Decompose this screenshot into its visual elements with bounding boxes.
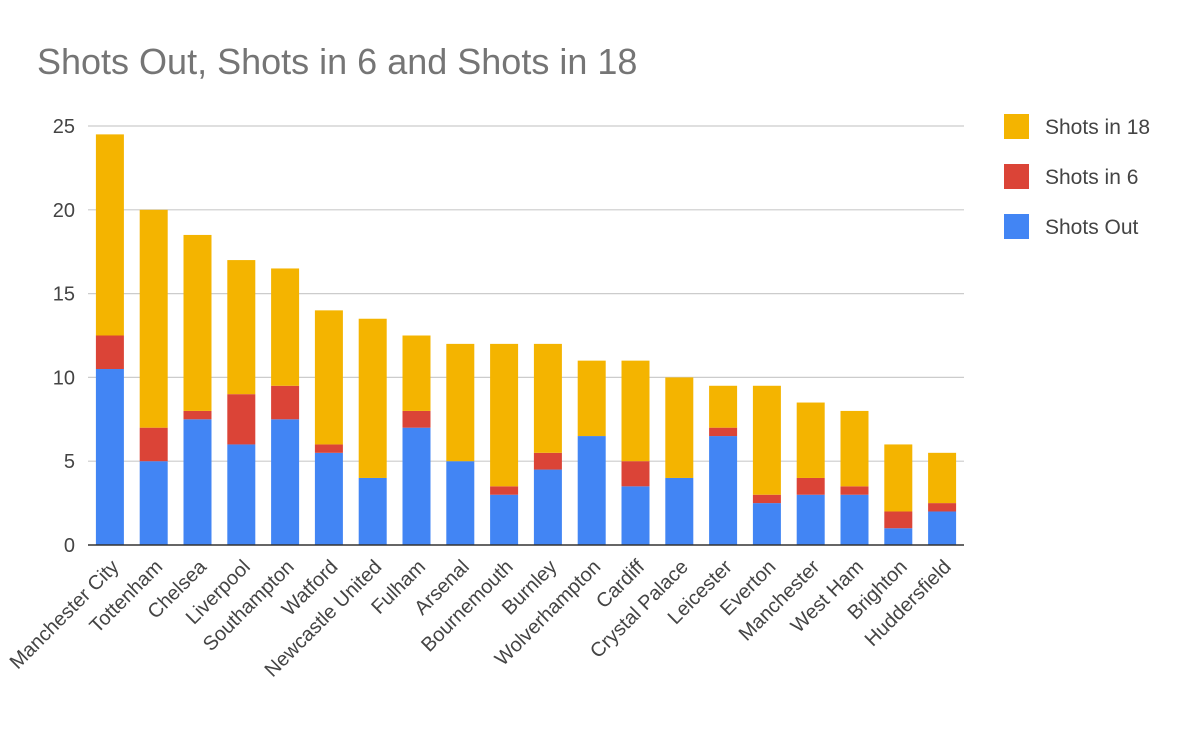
bar-segment [796, 477, 825, 495]
y-tick-label: 0 [64, 535, 75, 557]
y-tick-label: 5 [64, 451, 75, 473]
y-tick-label: 15 [53, 284, 75, 306]
bar-segment [314, 452, 343, 545]
bar-segment [752, 385, 781, 495]
bar-segment [139, 461, 168, 545]
bar-segment [665, 377, 694, 478]
bar-segment [271, 419, 300, 545]
bar-segment [709, 427, 738, 437]
bar-segment [665, 477, 694, 545]
bar-segment [314, 310, 343, 445]
bar-segment [928, 511, 957, 545]
legend-swatch [1004, 164, 1029, 189]
bar-segment [358, 477, 387, 545]
bar-segment [709, 436, 738, 545]
bar-segment [446, 461, 475, 545]
bar-segment [490, 494, 519, 545]
bar-segment [796, 494, 825, 545]
bar-segment [183, 234, 212, 411]
bar-segment [577, 360, 606, 437]
bar-segment [621, 360, 650, 462]
bar-segment [227, 260, 256, 395]
bar-segment [183, 410, 212, 420]
bar-segment [490, 486, 519, 495]
bar-segment [533, 452, 562, 470]
bar-segment [227, 394, 256, 445]
bar-segment [840, 486, 869, 495]
y-tick-label: 20 [53, 200, 75, 222]
bar-segment [840, 410, 869, 487]
bar-segment [95, 335, 124, 370]
bar-segment [139, 427, 168, 462]
bar-segment [796, 402, 825, 478]
legend-label: Shots in 6 [1045, 166, 1138, 189]
bar-segment [752, 494, 781, 504]
bar-segment [402, 410, 431, 428]
bar-segment [271, 385, 300, 420]
bar-segment [227, 444, 256, 545]
bar-segment [840, 494, 869, 545]
bar-segment [928, 452, 957, 504]
legend-label: Shots Out [1045, 216, 1139, 239]
y-tick-label: 25 [53, 116, 75, 138]
bar-segment [533, 469, 562, 545]
bar-segment [752, 503, 781, 545]
bar-segment [884, 528, 913, 545]
legend: Shots in 18 Shots in 6 Shots Out [1004, 114, 1150, 239]
gridlines [88, 125, 964, 462]
y-axis-tick-labels: 0 5 10 15 20 25 [53, 116, 75, 557]
bar-segment [446, 343, 475, 462]
bar-segment [271, 268, 300, 386]
legend-swatch [1004, 214, 1029, 239]
bar-segment [928, 503, 957, 512]
bar-segment [358, 318, 387, 478]
bar-segment [621, 461, 650, 487]
x-axis-category-labels: Manchester CityTottenhamChelseaLiverpool… [6, 555, 956, 681]
bar-segment [95, 134, 124, 336]
legend-swatch [1004, 114, 1029, 139]
bar-segment [402, 427, 431, 545]
legend-label: Shots in 18 [1045, 116, 1150, 139]
bar-segment [884, 444, 913, 512]
bar-segment [490, 343, 519, 487]
bars [95, 134, 957, 545]
bar-segment [183, 419, 212, 545]
bar-segment [402, 335, 431, 411]
bar-segment [577, 436, 606, 545]
bar-segment [884, 511, 913, 529]
chart-title: Shots Out, Shots in 6 and Shots in 18 [37, 41, 637, 82]
bar-segment [314, 444, 343, 453]
bar-segment [621, 486, 650, 545]
bar-segment [709, 385, 738, 428]
y-tick-label: 10 [53, 367, 75, 389]
bar-segment [533, 343, 562, 453]
bar-segment [139, 209, 168, 428]
bar-segment [95, 369, 124, 545]
